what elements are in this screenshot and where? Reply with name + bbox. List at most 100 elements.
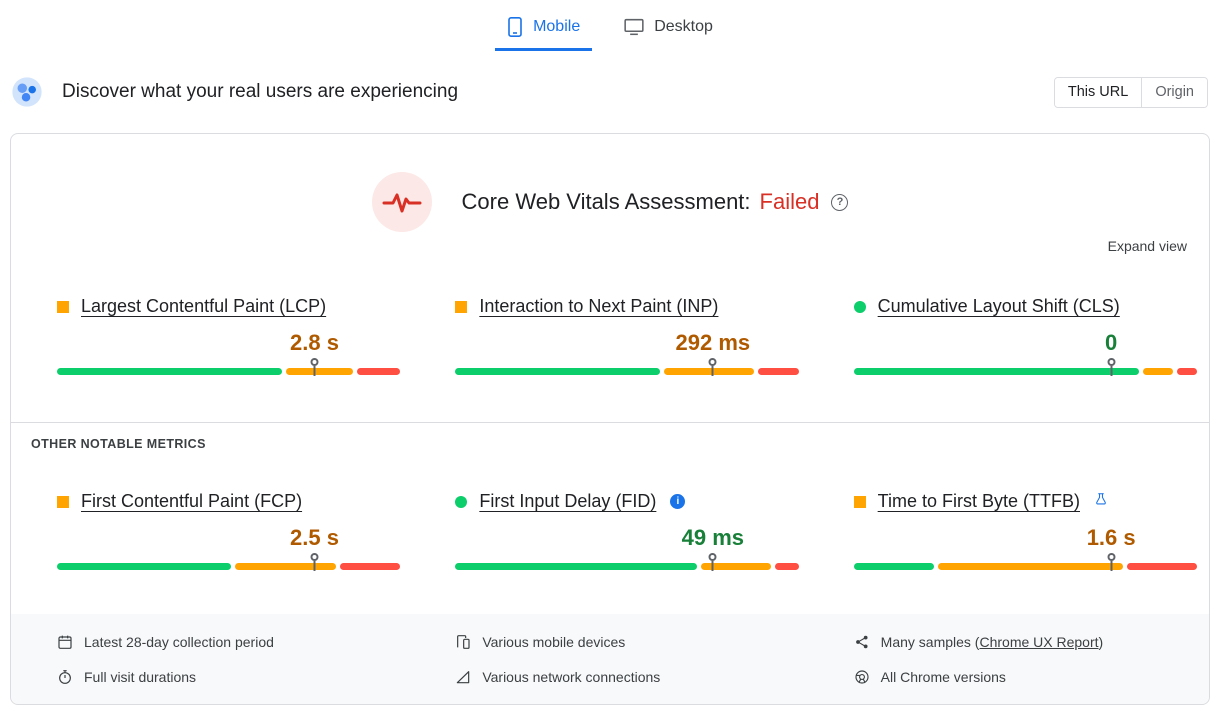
fid-title-link[interactable]: First Input Delay (FID): [479, 491, 657, 511]
devices-icon: [457, 634, 470, 649]
field-data-title: Discover what your real users are experi…: [62, 81, 459, 102]
fid-status-marker: [455, 495, 468, 508]
calendar-icon: [58, 635, 72, 649]
lcp-ni-segment: [285, 368, 353, 375]
experimental-flask-icon[interactable]: [1094, 491, 1108, 507]
metric-lcp: Largest Contentful Paint (LCP) 2.8 s: [57, 296, 401, 384]
core-metrics-grid: Largest Contentful Paint (LCP) 2.8 s Int…: [11, 296, 1209, 384]
footer-col-2: Various mobile devices Various network c…: [455, 624, 798, 694]
lcp-status-marker: [57, 300, 69, 313]
network-connections-item: Various network connections: [455, 659, 798, 694]
cls-good-segment: [853, 368, 1139, 375]
inp-distribution-bar: [455, 358, 799, 376]
inp-good-segment: [455, 368, 660, 375]
ttfb-title-link[interactable]: Time to First Byte (TTFB): [877, 491, 1080, 511]
fcp-poor-segment: [339, 563, 401, 570]
cls-title-link[interactable]: Cumulative Layout Shift (CLS): [877, 296, 1120, 316]
heartbeat-icon: [371, 172, 432, 232]
samples-icon: [855, 635, 868, 648]
cls-ni-segment: [1142, 368, 1173, 375]
origin-button[interactable]: Origin: [1141, 77, 1207, 107]
inp-title-link[interactable]: Interaction to Next Paint (INP): [479, 296, 719, 316]
fcp-status-marker: [57, 495, 69, 508]
mobile-devices-text: Various mobile devices: [482, 633, 626, 650]
inp-ni-segment: [663, 368, 755, 375]
stopwatch-icon: [59, 669, 71, 684]
metric-cls: Cumulative Layout Shift (CLS) 0: [853, 296, 1197, 384]
mobile-phone-icon: [508, 17, 522, 37]
ttfb-value: 1.6 s: [1086, 525, 1136, 550]
ttfb-ni-segment: [938, 563, 1123, 570]
visit-durations-item: Full visit durations: [57, 659, 400, 694]
this-url-button[interactable]: This URL: [1054, 77, 1142, 107]
collection-period-item: Latest 28-day collection period: [57, 624, 400, 659]
lcp-value: 2.8 s: [290, 330, 339, 355]
inp-value: 292 ms: [675, 330, 751, 355]
metric-fid: First Input Delay (FID) i 49 ms: [455, 491, 799, 579]
mobile-devices-item: Various mobile devices: [455, 624, 798, 659]
tab-desktop[interactable]: Desktop: [612, 4, 725, 51]
cls-value: 0: [1105, 330, 1118, 355]
cls-distribution-bar: [853, 358, 1197, 376]
ttfb-distribution-bar: [853, 553, 1197, 571]
lcp-p75-marker: [310, 358, 319, 376]
collection-period-text: Latest 28-day collection period: [84, 633, 274, 650]
lcp-poor-segment: [356, 368, 401, 375]
chrome-icon: [855, 669, 869, 684]
tab-mobile[interactable]: Mobile: [495, 4, 593, 51]
tab-desktop-label: Desktop: [654, 18, 713, 35]
cls-p75-marker: [1107, 358, 1116, 376]
core-web-vitals-card: Core Web Vitals Assessment: Failed ? Exp…: [10, 133, 1210, 705]
fcp-p75-marker: [310, 553, 319, 571]
scope-toggle: This URL Origin: [1053, 76, 1208, 108]
cls-status-marker: [853, 300, 866, 313]
expand-view-row: Expand view: [11, 232, 1209, 258]
lcp-title-link[interactable]: Largest Contentful Paint (LCP): [81, 296, 327, 316]
samples-text: Many samples (Chrome UX Report): [880, 633, 1104, 650]
fcp-distribution-bar: [57, 553, 401, 571]
fid-value: 49 ms: [681, 525, 745, 550]
expand-view-link[interactable]: Expand view: [1107, 238, 1187, 254]
fid-good-segment: [455, 563, 697, 570]
inp-status-marker: [455, 300, 468, 313]
field-data-icon: [12, 77, 42, 107]
network-icon: [457, 670, 470, 683]
assessment-result: Failed: [759, 189, 820, 214]
help-icon[interactable]: ?: [831, 193, 849, 211]
chrome-versions-text: All Chrome versions: [880, 668, 1006, 685]
samples-item: Many samples (Chrome UX Report): [854, 624, 1197, 659]
other-metrics-grid: First Contentful Paint (FCP) 2.5 s First…: [11, 491, 1209, 579]
collection-info-footer: Latest 28-day collection period Full vis…: [11, 614, 1209, 704]
fcp-title-link[interactable]: First Contentful Paint (FCP): [81, 491, 303, 511]
fid-poor-segment: [775, 563, 799, 570]
fid-p75-marker: [708, 553, 717, 571]
footer-col-1: Latest 28-day collection period Full vis…: [57, 624, 400, 694]
desktop-monitor-icon: [624, 18, 644, 36]
inp-p75-marker: [708, 358, 717, 376]
fcp-value: 2.5 s: [290, 525, 339, 550]
other-metrics-label: OTHER NOTABLE METRICS: [31, 437, 206, 451]
inp-poor-segment: [758, 368, 799, 375]
ttfb-p75-marker: [1107, 553, 1116, 571]
tab-mobile-label: Mobile: [533, 18, 581, 35]
network-connections-text: Various network connections: [482, 668, 661, 685]
assessment-header: Core Web Vitals Assessment: Failed ?: [11, 134, 1209, 232]
cls-poor-segment: [1176, 368, 1197, 375]
ttfb-good-segment: [853, 563, 935, 570]
device-tabbar: Mobile Desktop: [0, 0, 1220, 51]
ttfb-poor-segment: [1126, 563, 1197, 570]
metric-fcp: First Contentful Paint (FCP) 2.5 s: [57, 491, 401, 579]
assessment-label: Core Web Vitals Assessment:: [461, 189, 751, 214]
field-data-header: Discover what your real users are experi…: [10, 75, 1208, 109]
fcp-ni-segment: [235, 563, 336, 570]
fid-distribution-bar: [455, 553, 799, 571]
metric-inp: Interaction to Next Paint (INP) 292 ms: [455, 296, 799, 384]
info-icon[interactable]: i: [670, 494, 686, 509]
metric-ttfb: Time to First Byte (TTFB) 1.6 s: [853, 491, 1197, 579]
visit-durations-text: Full visit durations: [84, 668, 197, 685]
metrics-divider: [11, 422, 1209, 423]
footer-col-3: Many samples (Chrome UX Report) All Chro…: [854, 624, 1197, 694]
lcp-good-segment: [57, 368, 282, 375]
chrome-ux-report-link[interactable]: Chrome UX Report: [979, 633, 1099, 650]
assessment-title: Core Web Vitals Assessment: Failed ?: [462, 189, 849, 215]
